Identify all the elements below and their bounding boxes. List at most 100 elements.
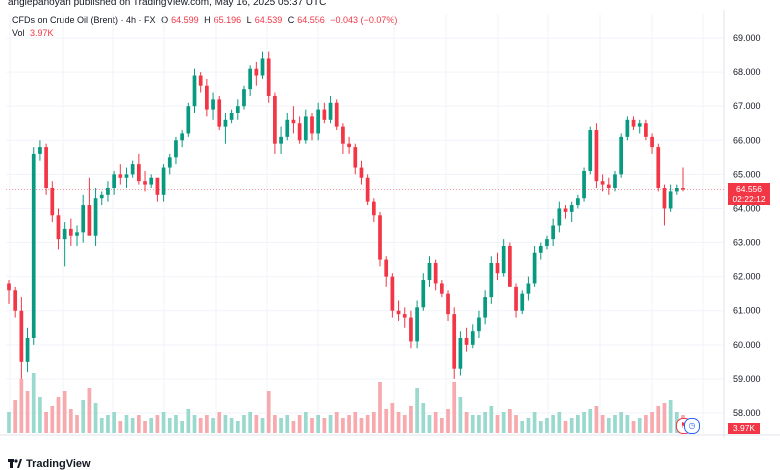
volume-bar (31, 373, 36, 433)
volume-bar (297, 415, 302, 433)
candle-body (130, 164, 135, 175)
volume-bar (538, 421, 543, 433)
volume-bar (38, 397, 42, 433)
candle-body (186, 106, 191, 134)
volume-bar (477, 415, 481, 433)
volume-bar (464, 412, 469, 433)
volume-label: Vol (12, 28, 25, 38)
volume-bar (136, 415, 141, 433)
candle-body (625, 119, 630, 137)
candle-body (439, 283, 444, 294)
volume-bar (508, 409, 512, 433)
candle-body (167, 157, 172, 168)
candle-body (501, 245, 506, 274)
y-tick-label: 67.000 (733, 101, 761, 111)
candle-body (359, 167, 364, 178)
candle-body (409, 317, 413, 342)
candle-body (303, 116, 308, 141)
volume-bar (378, 382, 382, 433)
volume-bar (205, 415, 209, 433)
candle-body (551, 225, 556, 240)
volume-bar (656, 406, 661, 433)
candle-body (217, 99, 222, 127)
volume-bar (545, 418, 549, 433)
candle-body (402, 314, 407, 318)
volume-bar (279, 418, 283, 433)
volume-bar (130, 418, 135, 433)
candle-body (81, 205, 86, 233)
volume-bar (470, 415, 475, 433)
candle-body (353, 147, 358, 168)
candlestick-chart[interactable]: 69.000 68.000 67.000 66.000 65.000 64.000 63.0… (0, 10, 780, 438)
candle-body (557, 208, 562, 226)
volume-bar (439, 418, 444, 433)
candle-body (44, 147, 48, 188)
y-tick-label: 58.000 (733, 408, 761, 418)
volume-bar (576, 415, 580, 433)
candle-body (446, 293, 450, 315)
candle-body (532, 252, 537, 284)
volume-bar (211, 418, 215, 433)
candle-body (600, 181, 605, 185)
candle-body (347, 143, 351, 148)
y-tick-label: 68.000 (733, 67, 761, 77)
volume-bar (266, 391, 271, 433)
candle-body (341, 126, 345, 144)
candle-body (291, 119, 296, 124)
candle-body (489, 263, 494, 298)
y-tick-label: 61.000 (733, 306, 761, 316)
candle-body (279, 136, 283, 144)
volume-bar (384, 409, 389, 433)
volume-tag: 3.97K (728, 423, 760, 434)
candle-body (155, 177, 160, 195)
candle-body (458, 338, 463, 369)
candle-body (248, 68, 253, 90)
volume-bar (390, 403, 395, 433)
volume-bar (582, 412, 586, 433)
y-tick-label: 64.000 (733, 203, 761, 213)
candle-body (576, 198, 580, 206)
symbol-title[interactable]: CFDs on Crude Oil (Brent) · 4h · FX (12, 15, 156, 25)
candle-body (514, 286, 518, 311)
candle-body (650, 136, 654, 148)
volume-bar (495, 415, 500, 433)
legend-ohlc-row: CFDs on Crude Oil (Brent) · 4h · FX O 64.… (12, 14, 400, 27)
volume-bar (56, 397, 61, 433)
volume-bar (112, 412, 116, 433)
candle-body (681, 188, 685, 190)
candle-body (118, 174, 123, 178)
last-price-value: 64.556 (736, 184, 762, 194)
candle-body (310, 116, 314, 134)
volume-bar (594, 406, 599, 433)
candle-body (38, 147, 42, 154)
candle-body (526, 283, 531, 294)
candle-body (50, 188, 55, 216)
tradingview-logo-icon[interactable] (8, 459, 22, 469)
event-icon[interactable]: ◷ (684, 418, 700, 434)
candle-body (674, 188, 679, 192)
tradingview-brand[interactable]: TradingView (26, 458, 91, 470)
candle-body (538, 245, 543, 253)
volume-bar (520, 421, 525, 433)
volume-bar (242, 415, 246, 433)
y-tick-label: 65.000 (733, 169, 761, 179)
volume-bar (514, 415, 518, 433)
candle-body (427, 263, 432, 281)
volume-bar (631, 421, 636, 433)
candle-body (433, 263, 438, 284)
y-tick-label: 69.000 (733, 33, 761, 43)
volume-bar (606, 418, 611, 433)
volume-bar (19, 379, 24, 433)
volume-bar (81, 400, 86, 433)
volume-bar (446, 409, 450, 433)
open-label: O (161, 15, 169, 25)
volume-bar (118, 421, 123, 433)
last-price-tag: 64.556 02:22:12 (728, 183, 770, 205)
high-label: H (204, 15, 211, 25)
y-tick-label: 66.000 (733, 135, 761, 145)
candle-body (266, 58, 271, 96)
candle-body (19, 310, 24, 362)
volume-bar (637, 418, 642, 433)
candle-body (235, 106, 240, 113)
candle-body (87, 205, 92, 236)
